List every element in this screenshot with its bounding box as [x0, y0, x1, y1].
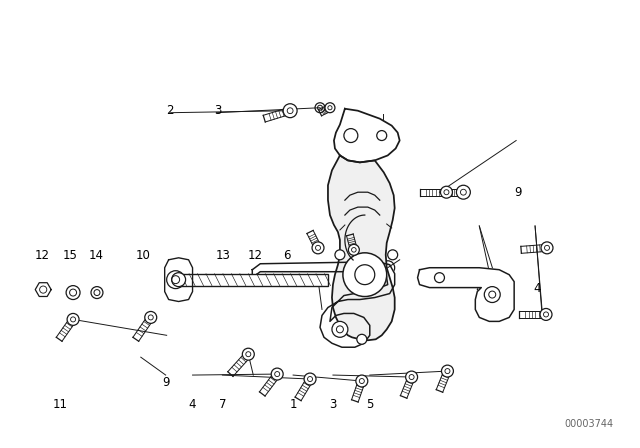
Text: 6: 6 — [283, 249, 291, 262]
Text: 13: 13 — [216, 249, 230, 262]
Circle shape — [381, 261, 395, 275]
Circle shape — [67, 314, 79, 325]
Circle shape — [442, 365, 453, 377]
Circle shape — [91, 287, 103, 298]
Circle shape — [348, 244, 359, 255]
Circle shape — [344, 129, 358, 142]
Circle shape — [541, 242, 553, 254]
Circle shape — [312, 242, 324, 254]
Circle shape — [406, 371, 417, 383]
Text: 1: 1 — [289, 398, 297, 411]
Circle shape — [348, 262, 360, 274]
Circle shape — [440, 186, 452, 198]
Circle shape — [332, 321, 348, 337]
Circle shape — [304, 373, 316, 385]
Text: 7: 7 — [220, 398, 227, 411]
Polygon shape — [328, 155, 395, 340]
Polygon shape — [35, 283, 51, 297]
Text: 3: 3 — [214, 104, 221, 117]
Text: 11: 11 — [52, 398, 67, 411]
Circle shape — [484, 287, 500, 302]
Text: 8: 8 — [476, 282, 483, 295]
Text: 12: 12 — [248, 249, 262, 262]
Circle shape — [356, 375, 368, 387]
Bar — [175, 274, 328, 286]
Circle shape — [271, 368, 283, 380]
Circle shape — [166, 271, 184, 289]
Polygon shape — [334, 109, 399, 162]
Circle shape — [343, 253, 387, 297]
Text: 9: 9 — [162, 375, 170, 388]
Text: 12: 12 — [35, 249, 50, 262]
Text: 9: 9 — [514, 186, 522, 199]
Text: 00003744: 00003744 — [564, 419, 613, 429]
Circle shape — [315, 103, 325, 113]
Circle shape — [388, 250, 397, 260]
Circle shape — [357, 334, 367, 344]
Circle shape — [172, 273, 186, 287]
Text: 3: 3 — [339, 126, 346, 139]
Circle shape — [325, 103, 335, 113]
Text: 3: 3 — [329, 398, 337, 411]
Text: 4: 4 — [533, 282, 540, 295]
Polygon shape — [252, 262, 395, 347]
Circle shape — [540, 309, 552, 320]
Circle shape — [66, 286, 80, 300]
Polygon shape — [164, 258, 193, 302]
Circle shape — [377, 130, 387, 141]
Text: 2: 2 — [166, 104, 174, 117]
Circle shape — [435, 273, 444, 283]
Circle shape — [335, 250, 345, 260]
Text: 5: 5 — [366, 398, 373, 411]
Circle shape — [456, 185, 470, 199]
Text: 15: 15 — [63, 249, 77, 262]
Circle shape — [145, 311, 157, 323]
Text: 14: 14 — [88, 249, 103, 262]
Text: 10: 10 — [136, 249, 150, 262]
Circle shape — [243, 348, 254, 360]
Circle shape — [283, 104, 297, 118]
Polygon shape — [417, 268, 514, 321]
Text: 4: 4 — [189, 398, 196, 411]
Text: 4: 4 — [380, 126, 387, 139]
